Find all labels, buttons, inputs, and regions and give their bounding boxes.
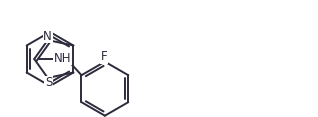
- Text: S: S: [45, 76, 52, 89]
- Text: N: N: [43, 30, 52, 43]
- Text: F: F: [100, 50, 107, 63]
- Text: NH: NH: [54, 51, 71, 64]
